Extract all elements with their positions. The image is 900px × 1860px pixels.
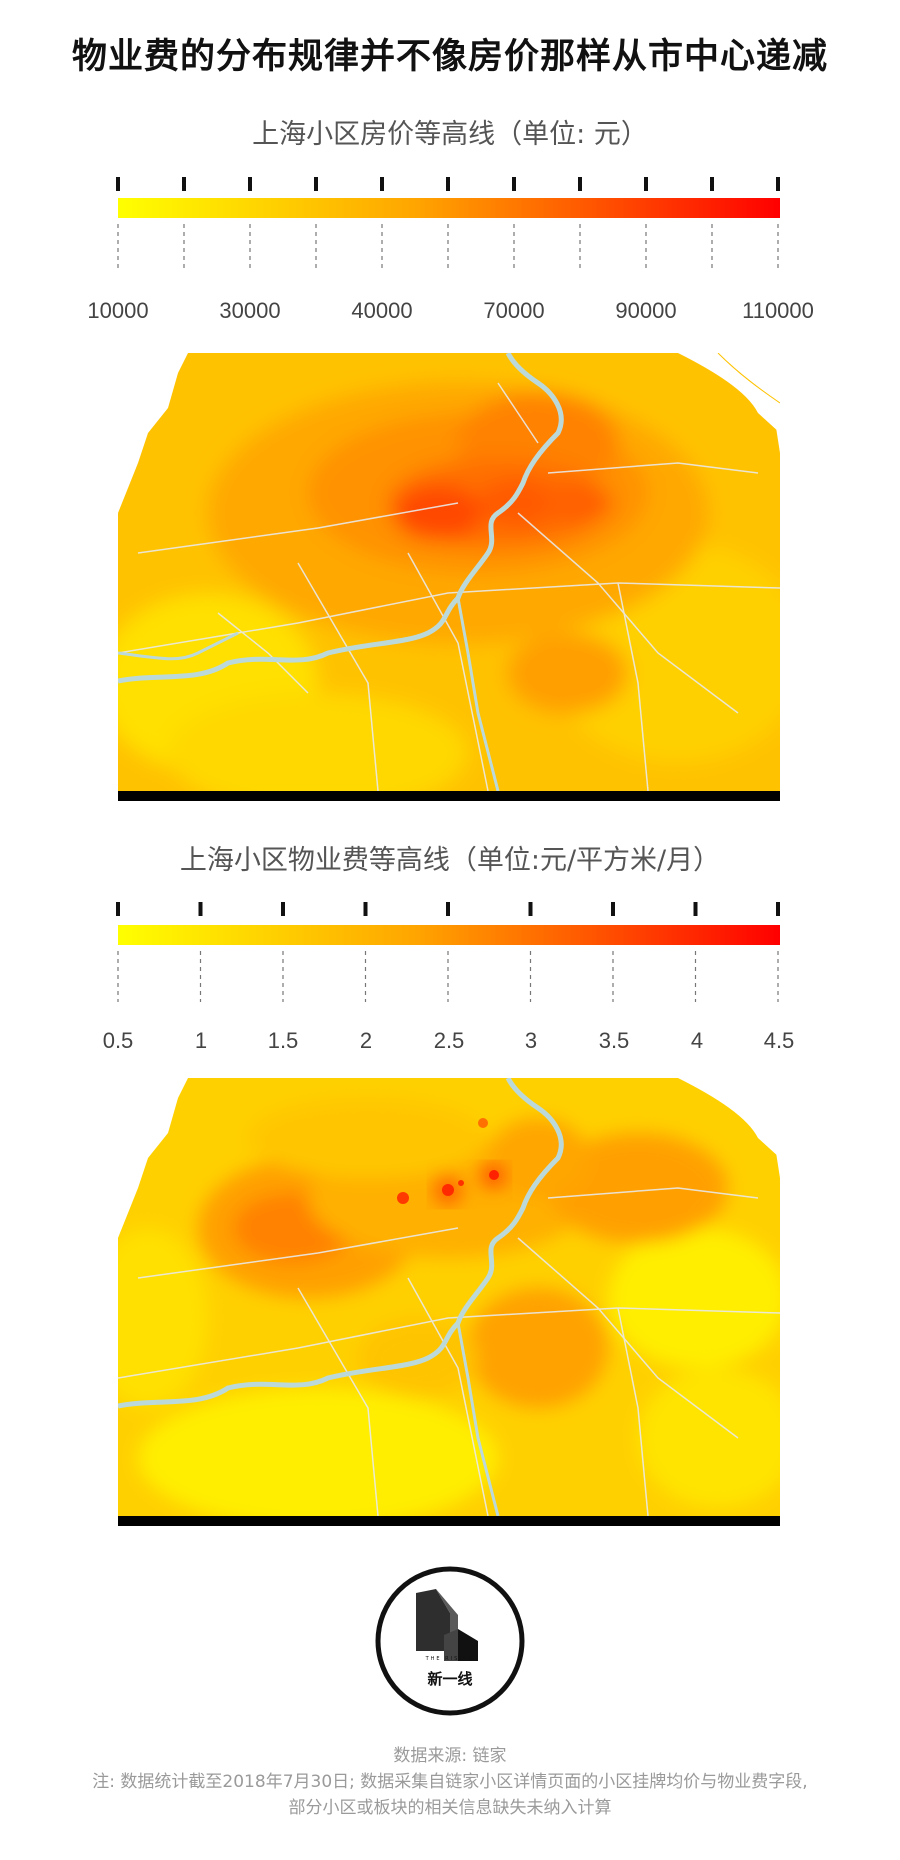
data-source: 数据来源: 链家 [393, 1746, 507, 1766]
fee-scale-label: 3 [524, 1028, 538, 1053]
fee-scale-label: 2 [359, 1028, 373, 1053]
price-scale-label: 10000 [87, 298, 149, 323]
scale-tick [182, 177, 186, 191]
fee-scale-graphic [116, 902, 780, 1002]
huangpu-river [118, 353, 564, 684]
scale-tick [116, 902, 120, 916]
fee-scale-label: 0.5 [102, 1028, 134, 1053]
price-scale-label: 40000 [351, 298, 413, 323]
price-scale-graphic [116, 177, 780, 270]
fee-scale-label: 1 [194, 1028, 208, 1053]
scale-tick [446, 177, 450, 191]
fee-gradient-bar [118, 925, 780, 945]
scale-tick [116, 177, 120, 191]
scale-tick [198, 902, 203, 916]
fee-scale-label: 4 [690, 1028, 704, 1053]
scale-tick [776, 177, 780, 191]
page-title: 物业费的分布规律并不像房价那样从市中心递减 [71, 37, 828, 77]
scale-tick [578, 177, 582, 191]
price-contour-map [118, 353, 780, 801]
fee-color-scale: 0.5 1 1.5 2 2.5 3 3.5 4 4.5 [0, 890, 900, 1053]
scale-tick [446, 902, 450, 916]
price-gradient-bar [118, 198, 780, 218]
fee-map-title: 上海小区物业费等高线（单位:元/平方米/月） [179, 845, 721, 876]
brand-logo: THE RISING 新一线 [374, 1565, 526, 1717]
scale-tick [710, 177, 714, 191]
scale-tick [693, 902, 698, 916]
scale-tick [248, 177, 252, 191]
price-scale-label: 30000 [219, 298, 281, 323]
footnote-line-2: 部分小区或板块的相关信息缺失未纳入计算 [288, 1798, 612, 1818]
scale-tick [363, 902, 368, 916]
fee-map-base-bar [118, 1516, 780, 1526]
fee-scale-label: 2.5 [433, 1028, 465, 1053]
scale-tick [314, 177, 318, 191]
price-map-graphic [118, 353, 780, 801]
scale-tick [528, 902, 533, 916]
fee-scale-label: 1.5 [267, 1028, 299, 1053]
logo-name: 新一线 [427, 1670, 473, 1688]
logo-tagline: THE RISING [425, 1656, 475, 1662]
scale-tick [611, 902, 615, 916]
price-scale-label: 90000 [615, 298, 677, 323]
scale-tick [380, 177, 384, 191]
fee-contour-map [118, 1078, 780, 1526]
logo-graphic [375, 1566, 525, 1716]
price-scale-label: 110000 [742, 298, 814, 323]
footnote-line-1: 注: 数据统计截至2018年7月30日; 数据采集自链家小区详情页面的小区挂牌均… [92, 1772, 808, 1792]
fee-map-graphic [118, 1078, 780, 1526]
price-color-scale: 10000 30000 40000 70000 90000 110000 [0, 170, 900, 330]
price-map-base-bar [118, 791, 780, 801]
huangpu-river [118, 1078, 564, 1409]
fee-scale-label: 3.5 [598, 1028, 630, 1053]
scale-tick [644, 177, 648, 191]
fee-scale-label: 4.5 [763, 1028, 795, 1053]
price-map-title: 上海小区房价等高线（单位: 元） [252, 119, 648, 150]
scale-tick [512, 177, 516, 191]
scale-tick [281, 902, 285, 916]
price-scale-label: 70000 [483, 298, 545, 323]
scale-tick [776, 902, 780, 916]
